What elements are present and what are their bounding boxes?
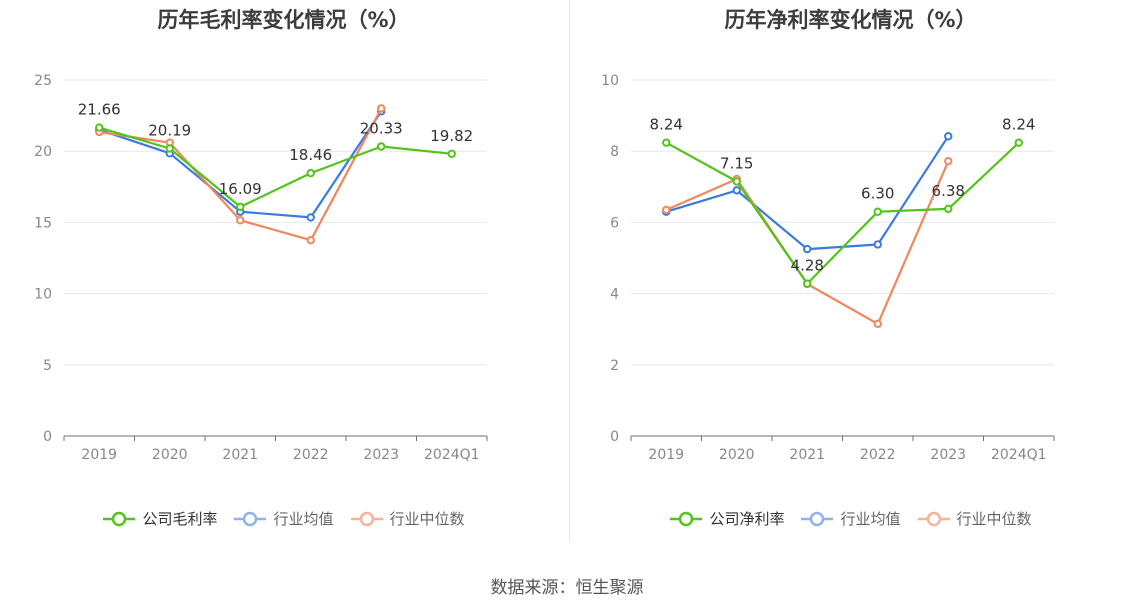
data-point [1014,138,1023,147]
legend-label: 行业均值 [840,510,901,528]
y-tick-label: 10 [34,287,52,303]
data-point [236,202,245,212]
series-line [98,110,383,219]
legend-item[interactable]: 公司毛利率 [102,508,217,529]
chart-title: 历年毛利率变化情况（%） [157,8,410,32]
data-point [306,168,315,178]
x-tick-label: 2022 [860,447,896,463]
y-tick-label: 10 [601,73,619,89]
data-label: 6.38 [932,182,965,200]
data-label: 21.66 [78,101,121,119]
data-point [944,132,953,141]
data-point [447,149,456,158]
legend-line-circle-icon [801,511,834,526]
data-point [732,177,741,186]
y-tick-label: 0 [43,429,52,445]
gross-margin-panel: 历年毛利率变化情况（%） 0 5 10 15 20 25 2019 2020 2021 2022 2… [0,0,567,560]
legend-label: 行业中位数 [956,510,1032,528]
y-tick-label: 20 [34,144,52,160]
legend-label: 公司毛利率 [142,510,218,528]
data-label: 8.24 [650,116,683,134]
data-point [803,244,812,254]
y-tick-label: 0 [610,429,619,445]
x-tick-label: 2020 [719,447,755,463]
legend-line-circle-icon [103,511,136,526]
data-point [803,279,812,288]
y-tick-label: 15 [34,215,52,231]
x-tick-label: 2021 [222,447,258,463]
x-tick-label: 2024Q1 [991,447,1047,463]
legend-item[interactable]: 行业均值 [800,508,901,529]
data-label: 19.82 [430,127,473,145]
data-label: 16.09 [219,180,262,198]
legend-line-circle-icon [234,511,267,526]
chart-title: 历年净利率变化情况（%） [724,8,977,32]
legend-label: 行业均值 [273,510,334,528]
legend: 公司净利率 行业均值 行业中位数 [567,508,1134,529]
data-label: 20.33 [360,120,403,138]
legend: 公司毛利率 行业均值 行业中位数 [0,508,567,529]
x-tick-label: 2023 [363,447,399,463]
gross-margin-chart: 0 5 10 15 20 25 2019 2020 2021 2022 2023 2024Q1 21.6… [34,73,488,463]
x-tick-label: 2020 [152,447,188,463]
data-point [873,240,882,249]
x-tick-label: 2019 [648,447,684,463]
data-label: 18.46 [289,146,332,164]
net-margin-chart: 0 2 4 6 8 10 2019 2020 2021 2022 2023 2024Q1 8.24 7.1… [601,73,1055,463]
series-line [98,126,452,208]
y-tick-label: 4 [610,287,619,303]
data-point [95,123,104,132]
data-point [662,205,671,215]
data-label: 20.19 [148,121,191,139]
data-point [662,138,671,147]
legend-line-circle-icon [670,511,703,526]
series-line [665,160,950,325]
data-label: 4.28 [791,257,824,275]
legend-line-circle-icon [917,511,950,526]
data-label: 8.24 [1002,116,1035,134]
net-margin-panel: 历年净利率变化情况（%） 0 2 4 6 8 10 2019 2020 2021 2022 2023… [567,0,1134,560]
data-point [873,319,882,329]
y-tick-label: 8 [610,144,619,160]
x-tick-label: 2023 [930,447,966,463]
legend-item[interactable]: 行业中位数 [350,508,465,529]
data-point [377,142,386,151]
legend-item[interactable]: 行业均值 [233,508,334,529]
data-point [306,236,315,245]
data-label: 6.30 [861,185,894,203]
data-point [165,144,174,153]
data-point [236,216,245,225]
data-point [732,186,741,195]
data-point [944,156,953,166]
data-point [306,213,315,222]
y-tick-label: 2 [610,358,619,374]
legend-line-circle-icon [350,511,383,526]
x-tick-label: 2021 [789,447,825,463]
legend-label: 行业中位数 [389,510,465,528]
data-point [873,207,882,216]
data-point [377,104,386,113]
data-label: 7.15 [720,154,753,172]
legend-item[interactable]: 行业中位数 [917,508,1032,529]
x-tick-label: 2019 [81,447,117,463]
panel-divider [569,0,570,542]
series-line [665,141,1020,285]
data-point [944,204,953,214]
y-tick-label: 5 [43,358,52,374]
legend-item[interactable]: 公司净利率 [669,508,784,529]
series-line [665,135,950,251]
y-tick-label: 6 [610,215,619,231]
legend-label: 公司净利率 [709,510,785,528]
data-source-note: 数据来源：恒生聚源 [490,578,644,598]
y-tick-label: 25 [34,73,52,89]
x-tick-label: 2022 [293,447,329,463]
x-tick-label: 2024Q1 [424,447,480,463]
